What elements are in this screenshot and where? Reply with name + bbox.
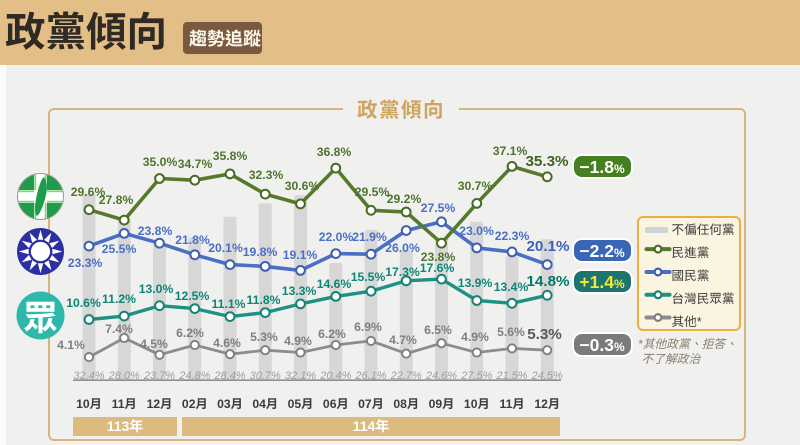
svg-text:眾: 眾 [23,291,58,340]
